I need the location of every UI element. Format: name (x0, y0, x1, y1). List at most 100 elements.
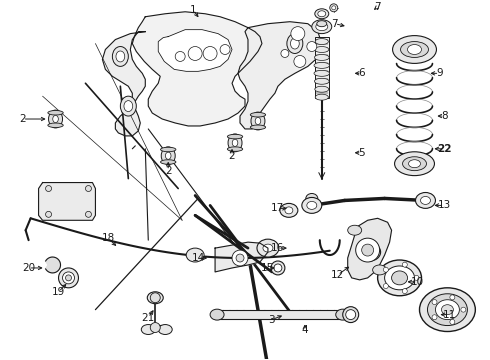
Ellipse shape (346, 310, 356, 320)
Ellipse shape (403, 157, 426, 171)
Text: 7: 7 (331, 19, 338, 29)
Ellipse shape (285, 207, 293, 214)
Polygon shape (238, 22, 322, 129)
Ellipse shape (315, 39, 328, 45)
Ellipse shape (409, 160, 420, 168)
Ellipse shape (121, 96, 136, 116)
Ellipse shape (147, 292, 163, 304)
Ellipse shape (158, 325, 172, 334)
Circle shape (356, 238, 380, 262)
Circle shape (150, 323, 160, 333)
Text: 6: 6 (358, 68, 365, 78)
Circle shape (414, 275, 419, 280)
Ellipse shape (255, 117, 261, 125)
Ellipse shape (312, 20, 332, 33)
Circle shape (402, 262, 407, 267)
Ellipse shape (332, 6, 336, 10)
Circle shape (220, 45, 230, 54)
Circle shape (46, 211, 51, 217)
Ellipse shape (436, 300, 460, 320)
Ellipse shape (315, 54, 329, 60)
Text: 10: 10 (411, 277, 424, 287)
Ellipse shape (116, 51, 125, 62)
Ellipse shape (400, 41, 428, 58)
Ellipse shape (392, 271, 408, 285)
Ellipse shape (53, 116, 58, 123)
Polygon shape (39, 183, 96, 220)
Circle shape (432, 300, 437, 305)
Ellipse shape (336, 309, 350, 320)
Polygon shape (46, 257, 60, 273)
Ellipse shape (112, 46, 128, 66)
Ellipse shape (416, 193, 436, 208)
Ellipse shape (291, 38, 299, 49)
Ellipse shape (66, 275, 72, 281)
Ellipse shape (186, 248, 204, 262)
Ellipse shape (49, 110, 63, 128)
Text: 15: 15 (261, 263, 274, 273)
Ellipse shape (315, 86, 329, 92)
Ellipse shape (161, 147, 175, 165)
Ellipse shape (408, 45, 421, 54)
Polygon shape (215, 242, 268, 272)
Ellipse shape (419, 288, 475, 332)
Ellipse shape (348, 225, 362, 235)
Ellipse shape (394, 152, 435, 176)
Text: 20: 20 (22, 263, 35, 273)
Ellipse shape (315, 46, 329, 53)
Ellipse shape (250, 125, 266, 130)
Circle shape (291, 27, 305, 41)
Text: 21: 21 (142, 312, 155, 323)
Text: 19: 19 (52, 287, 65, 297)
Ellipse shape (343, 307, 359, 323)
Ellipse shape (314, 62, 330, 68)
Circle shape (362, 244, 374, 256)
Ellipse shape (48, 123, 63, 127)
Ellipse shape (227, 147, 243, 151)
Text: 2: 2 (19, 114, 26, 124)
Text: 7: 7 (374, 2, 381, 12)
Bar (315, 37, 329, 98)
Text: 9: 9 (436, 68, 443, 78)
Ellipse shape (232, 139, 238, 147)
Circle shape (46, 185, 51, 192)
Circle shape (383, 284, 389, 288)
Polygon shape (102, 32, 145, 136)
Ellipse shape (378, 260, 421, 296)
Circle shape (294, 55, 306, 67)
Ellipse shape (63, 272, 74, 284)
Polygon shape (132, 12, 262, 126)
Ellipse shape (228, 134, 242, 152)
Circle shape (461, 307, 466, 312)
Ellipse shape (227, 134, 243, 139)
Text: 1: 1 (190, 5, 196, 15)
Circle shape (402, 289, 407, 294)
Ellipse shape (317, 21, 327, 27)
Ellipse shape (420, 197, 431, 204)
Ellipse shape (124, 101, 133, 112)
Circle shape (85, 185, 92, 192)
Text: 14: 14 (192, 253, 205, 263)
Text: 4: 4 (301, 324, 308, 334)
Ellipse shape (257, 239, 279, 257)
Circle shape (450, 295, 455, 300)
Ellipse shape (315, 78, 329, 84)
Ellipse shape (58, 268, 78, 288)
Ellipse shape (251, 112, 265, 130)
Ellipse shape (392, 36, 437, 63)
Ellipse shape (330, 4, 338, 12)
Text: 17: 17 (271, 203, 285, 213)
Bar (215, 310, 345, 319)
Circle shape (188, 46, 202, 60)
Text: 8: 8 (441, 111, 448, 121)
Circle shape (236, 254, 244, 262)
Ellipse shape (287, 33, 303, 54)
Ellipse shape (48, 111, 63, 115)
Ellipse shape (141, 325, 155, 334)
Circle shape (432, 315, 437, 320)
Ellipse shape (271, 261, 285, 275)
Ellipse shape (316, 23, 328, 31)
Ellipse shape (427, 294, 467, 325)
Polygon shape (348, 218, 392, 280)
Text: 3: 3 (269, 315, 275, 325)
